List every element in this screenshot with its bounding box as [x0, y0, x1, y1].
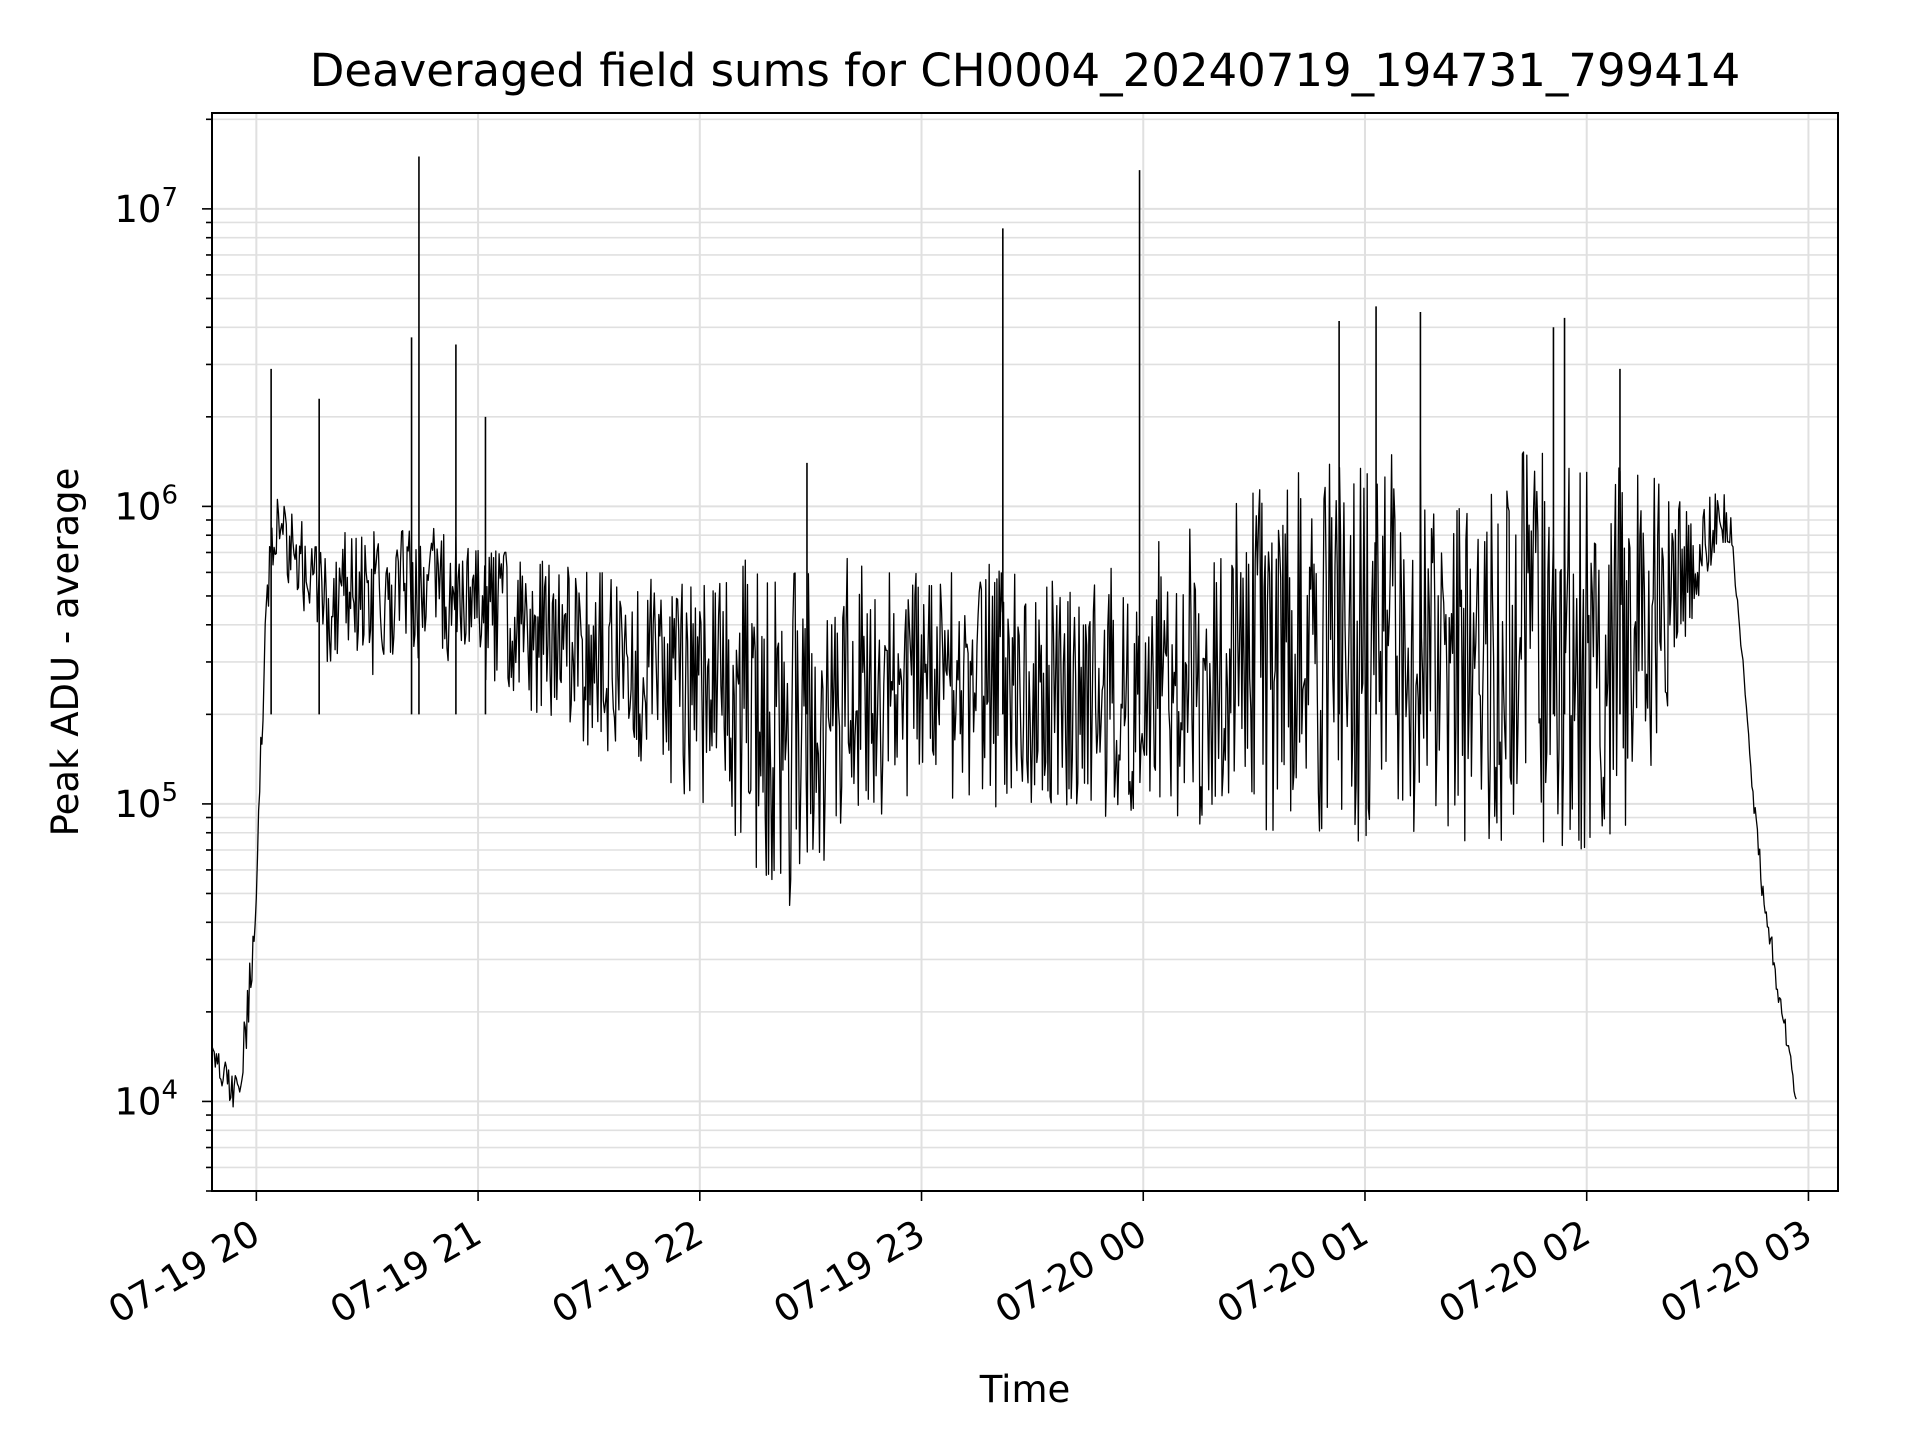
y-tick-label: 104 — [114, 1075, 178, 1123]
series-line — [211, 449, 1797, 1108]
chart-title: Deaveraged field sums for CH0004_2024071… — [310, 44, 1740, 97]
x-axis-label: Time — [979, 1368, 1071, 1411]
y-tick-label: 107 — [114, 183, 178, 231]
y-axis-ticks: 104 105 106 107 — [114, 118, 212, 1192]
y-tick-label: 106 — [114, 480, 178, 528]
y-tick-label: 105 — [114, 778, 178, 826]
grid — [212, 113, 1838, 1192]
plot-frame — [211, 112, 1839, 1192]
series-line-group — [211, 156, 1797, 1108]
y-axis-label: Peak ADU - average — [44, 468, 87, 837]
